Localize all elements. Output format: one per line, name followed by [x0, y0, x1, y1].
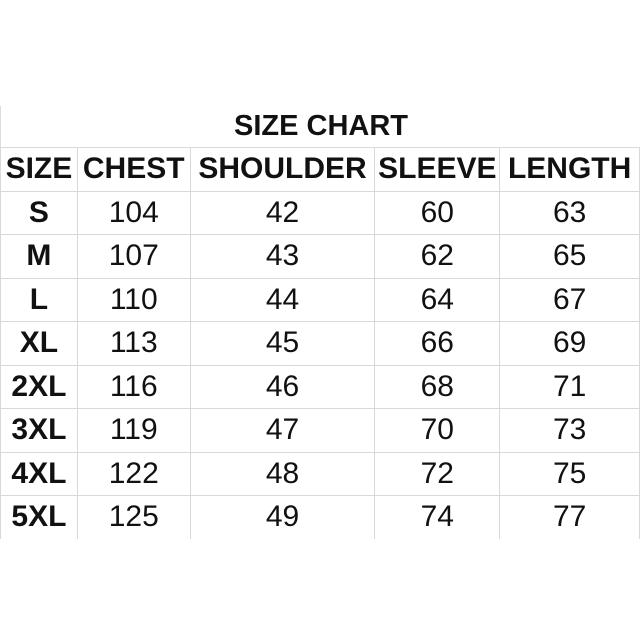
cell-length: 73: [499, 408, 640, 453]
cell-chest: 104: [76, 190, 191, 235]
table-row: L 110 44 64 67: [0, 277, 640, 322]
cell-length: 63: [499, 190, 640, 235]
cell-chest: 107: [76, 234, 191, 279]
cell-sleeve: 64: [374, 277, 501, 322]
table-row: XL 113 45 66 69: [0, 321, 640, 366]
size-label: 5XL: [0, 495, 78, 539]
column-header-sleeve: SLEEVE: [374, 147, 501, 192]
cell-shoulder: 47: [189, 408, 376, 453]
cell-shoulder: 48: [189, 451, 376, 496]
cell-shoulder: 45: [189, 321, 376, 366]
cell-chest: 110: [76, 277, 191, 322]
size-label: 2XL: [0, 364, 78, 409]
table-row: S 104 42 60 63: [0, 190, 640, 235]
cell-length: 69: [499, 321, 640, 366]
cell-length: 77: [499, 495, 640, 539]
cell-shoulder: 42: [189, 190, 376, 235]
cell-chest: 113: [76, 321, 191, 366]
size-label: S: [0, 190, 78, 235]
table-row: 5XL 125 49 74 77: [0, 495, 640, 539]
cell-sleeve: 68: [374, 364, 501, 409]
cell-shoulder: 44: [189, 277, 376, 322]
column-header-length: LENGTH: [499, 147, 640, 192]
table-row: 3XL 119 47 70 73: [0, 408, 640, 453]
cell-sleeve: 72: [374, 451, 501, 496]
size-label: M: [0, 234, 78, 279]
table-row: M 107 43 62 65: [0, 234, 640, 279]
cell-chest: 119: [76, 408, 191, 453]
cell-length: 71: [499, 364, 640, 409]
column-header-chest: CHEST: [76, 147, 191, 192]
header-row: SIZE CHEST SHOULDER SLEEVE LENGTH: [0, 147, 640, 192]
cell-shoulder: 46: [189, 364, 376, 409]
cell-length: 67: [499, 277, 640, 322]
chart-title: SIZE CHART: [0, 106, 640, 147]
size-table: SIZE CHEST SHOULDER SLEEVE LENGTH S 104 42 60 63…: [0, 147, 640, 539]
cell-sleeve: 74: [374, 495, 501, 539]
cell-chest: 122: [76, 451, 191, 496]
cell-length: 75: [499, 451, 640, 496]
size-label: 4XL: [0, 451, 78, 496]
cell-sleeve: 60: [374, 190, 501, 235]
cell-length: 65: [499, 234, 640, 279]
size-label: 3XL: [0, 408, 78, 453]
cell-chest: 125: [76, 495, 191, 539]
size-label: XL: [0, 321, 78, 366]
size-label: L: [0, 277, 78, 322]
table-row: 2XL 116 46 68 71: [0, 364, 640, 409]
cell-shoulder: 43: [189, 234, 376, 279]
cell-chest: 116: [76, 364, 191, 409]
table-row: 4XL 122 48 72 75: [0, 451, 640, 496]
cell-sleeve: 70: [374, 408, 501, 453]
cell-shoulder: 49: [189, 495, 376, 539]
cell-sleeve: 62: [374, 234, 501, 279]
cell-sleeve: 66: [374, 321, 501, 366]
column-header-size: SIZE: [0, 147, 78, 192]
column-header-shoulder: SHOULDER: [189, 147, 376, 192]
